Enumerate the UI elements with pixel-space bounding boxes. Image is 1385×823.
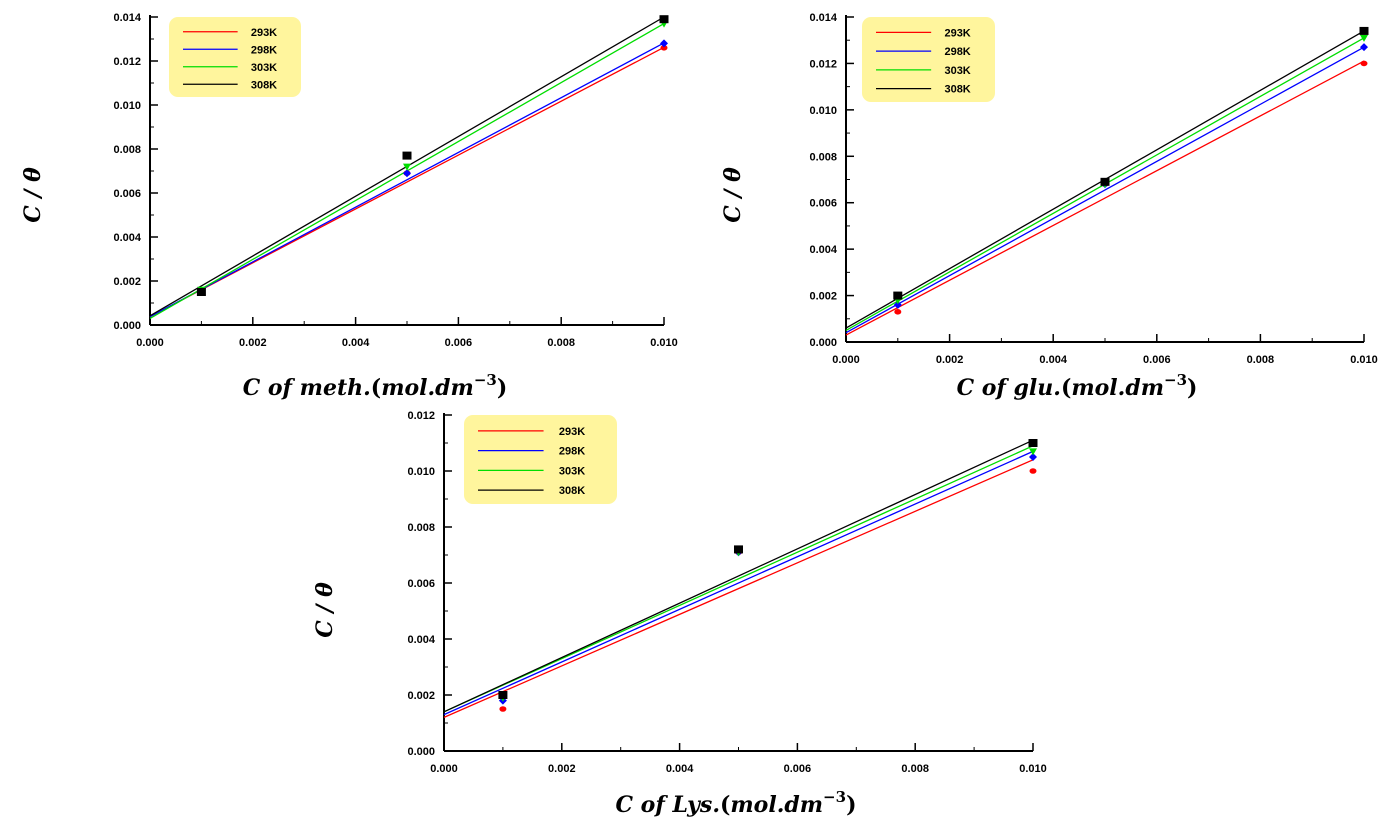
x-tick-label: 0.010 bbox=[1350, 354, 1378, 366]
x-tick-label: 0.008 bbox=[901, 763, 929, 775]
y-tick-label: 0.004 bbox=[407, 634, 435, 646]
y-tick-label: 0.012 bbox=[113, 56, 141, 68]
legend-label-308K: 308K bbox=[944, 84, 970, 96]
data-point-308K bbox=[1028, 439, 1038, 447]
data-point-303K bbox=[1360, 34, 1368, 42]
x-tick-label: 0.006 bbox=[1143, 354, 1171, 366]
data-point-298K bbox=[403, 169, 411, 178]
legend: 293K 298K 303K 308K bbox=[169, 17, 301, 97]
y-tick-label: 0.006 bbox=[113, 188, 141, 200]
data-point-308K bbox=[402, 151, 412, 160]
y-tick-label: 0.008 bbox=[809, 151, 837, 163]
x-tick-label: 0.000 bbox=[832, 354, 860, 366]
x-tick-label: 0.008 bbox=[547, 337, 575, 349]
legend-label-293K: 293K bbox=[944, 27, 970, 39]
data-point-303K bbox=[1029, 448, 1037, 456]
x-tick-label: 0.002 bbox=[936, 354, 964, 366]
y-tick-label: 0.002 bbox=[809, 291, 837, 303]
legend-label-298K: 298K bbox=[944, 46, 970, 58]
chart-2: 0.000 0.002 0.004 0.006 0.008 0.010 0.000 0.002… bbox=[720, 12, 1378, 401]
legend-label-308K: 308K bbox=[251, 79, 277, 91]
data-point-293K bbox=[660, 45, 668, 51]
legend-label-303K: 303K bbox=[251, 62, 277, 74]
y-tick-label: 0.012 bbox=[407, 410, 435, 422]
legend-label-303K: 303K bbox=[944, 65, 970, 77]
data-point-293K bbox=[1360, 60, 1368, 67]
fit-line-293K bbox=[443, 459, 1034, 718]
data-point-308K bbox=[734, 545, 743, 554]
legend-box bbox=[862, 17, 995, 102]
data-point-308K bbox=[196, 288, 206, 296]
y-axis-title: C / θ bbox=[312, 582, 338, 638]
x-tick-label: 0.004 bbox=[1039, 354, 1067, 366]
y-tick-label: 0.010 bbox=[113, 100, 141, 112]
x-axis-title: C of glu.(mol.dm−3) bbox=[957, 371, 1198, 401]
y-axis-title: C / θ bbox=[20, 167, 46, 223]
data-point-293K bbox=[499, 706, 507, 712]
y-tick-label: 0.000 bbox=[407, 746, 435, 758]
y-tick-label: 0.004 bbox=[809, 244, 837, 256]
x-tick-label: 0.010 bbox=[1019, 763, 1047, 775]
data-point-308K bbox=[659, 15, 669, 24]
x-tick-label: 0.006 bbox=[445, 337, 473, 349]
y-tick-label: 0.002 bbox=[113, 276, 141, 288]
legend-label-298K: 298K bbox=[251, 44, 277, 56]
fit-line-298K bbox=[845, 46, 1365, 334]
fit-line-303K bbox=[443, 445, 1034, 713]
chart-3: 0.000 0.002 0.004 0.006 0.008 0.010 0.000 0.002… bbox=[312, 410, 1047, 818]
data-point-293K bbox=[894, 309, 902, 315]
x-tick-label: 0.010 bbox=[650, 337, 678, 349]
y-tick-label: 0.000 bbox=[809, 337, 837, 349]
x-axis-title: C of Lys.(mol.dm−3) bbox=[616, 788, 857, 818]
legend: 293K 298K 303K 308K bbox=[862, 17, 995, 102]
x-tick-label: 0.002 bbox=[548, 763, 576, 775]
legend-label-303K: 303K bbox=[559, 465, 585, 477]
x-axis-title: C of meth.(mol.dm−3) bbox=[243, 371, 508, 401]
chart-1: 0.000 0.002 0.004 0.006 0.008 0.010 0.000 0.002… bbox=[20, 12, 678, 401]
legend-label-298K: 298K bbox=[559, 446, 585, 458]
fit-line-298K bbox=[149, 42, 665, 318]
y-tick-label: 0.014 bbox=[113, 12, 141, 24]
x-tick-label: 0.002 bbox=[239, 337, 267, 349]
y-tick-label: 0.010 bbox=[407, 466, 435, 478]
x-tick-label: 0.000 bbox=[136, 337, 164, 349]
data-point-308K bbox=[893, 291, 903, 300]
x-tick-label: 0.004 bbox=[342, 337, 370, 349]
x-tick-label: 0.006 bbox=[784, 763, 812, 775]
y-tick-label: 0.008 bbox=[113, 144, 141, 156]
x-tick-label: 0.004 bbox=[666, 763, 694, 775]
data-point-298K bbox=[893, 300, 902, 309]
y-tick-label: 0.000 bbox=[113, 320, 141, 332]
data-point-308K bbox=[1359, 26, 1369, 35]
data-point-298K bbox=[660, 39, 668, 48]
legend-box bbox=[169, 17, 301, 97]
y-tick-label: 0.010 bbox=[809, 105, 837, 117]
y-tick-label: 0.006 bbox=[809, 198, 837, 210]
fit-line-298K bbox=[443, 450, 1034, 716]
data-point-298K bbox=[1360, 43, 1368, 52]
fit-line-308K bbox=[443, 439, 1034, 713]
y-axis-title: C / θ bbox=[720, 167, 746, 223]
y-tick-label: 0.014 bbox=[809, 12, 837, 24]
y-tick-label: 0.008 bbox=[407, 522, 435, 534]
data-point-308K bbox=[1100, 177, 1110, 186]
legend-label-308K: 308K bbox=[559, 485, 585, 497]
legend-box bbox=[464, 415, 617, 504]
legend-label-293K: 293K bbox=[559, 426, 585, 438]
legend: 293K 298K 303K 308K bbox=[464, 415, 617, 504]
x-tick-label: 0.000 bbox=[430, 763, 458, 775]
y-tick-label: 0.006 bbox=[407, 578, 435, 590]
data-point-298K bbox=[1029, 453, 1037, 461]
y-tick-label: 0.004 bbox=[113, 232, 141, 244]
y-tick-label: 0.012 bbox=[809, 58, 837, 70]
data-point-303K bbox=[403, 163, 411, 171]
y-tick-label: 0.002 bbox=[407, 690, 435, 702]
data-point-293K bbox=[1029, 468, 1037, 474]
data-point-308K bbox=[498, 691, 508, 699]
legend-label-293K: 293K bbox=[251, 27, 277, 39]
fit-line-293K bbox=[845, 60, 1365, 336]
x-tick-label: 0.008 bbox=[1247, 354, 1275, 366]
